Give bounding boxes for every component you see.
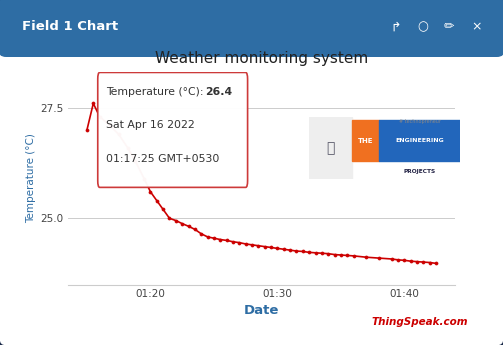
Bar [309,117,352,179]
Text: ↱: ↱ [390,20,400,33]
Text: ThingSpeak.com: ThingSpeak.com [372,317,468,327]
Text: ✏: ✏ [444,20,455,33]
Bar [379,120,460,161]
Title: Weather monitoring system: Weather monitoring system [155,51,368,66]
FancyBboxPatch shape [0,0,503,57]
Text: 01:17:25 GMT+0530: 01:17:25 GMT+0530 [106,154,219,164]
FancyBboxPatch shape [98,72,247,187]
Text: 🤖: 🤖 [326,141,334,155]
Text: THE: THE [358,138,373,144]
Text: Field 1 Chart: Field 1 Chart [22,20,118,33]
Y-axis label: Temperature (°C): Temperature (°C) [26,134,36,224]
Text: Temperature (°C):: Temperature (°C): [106,87,204,97]
Text: PROJECTS: PROJECTS [403,169,436,175]
X-axis label: Date: Date [244,304,279,317]
Bar [6,29,497,49]
Text: Sat Apr 16 2022: Sat Apr 16 2022 [106,120,195,130]
Text: # technopreneur: # technopreneur [398,119,441,124]
Text: ×: × [471,20,481,33]
Text: ○: ○ [417,20,428,33]
Text: ENGINEERING: ENGINEERING [395,138,444,144]
Text: 26.4: 26.4 [205,87,232,97]
Bar [352,120,379,161]
